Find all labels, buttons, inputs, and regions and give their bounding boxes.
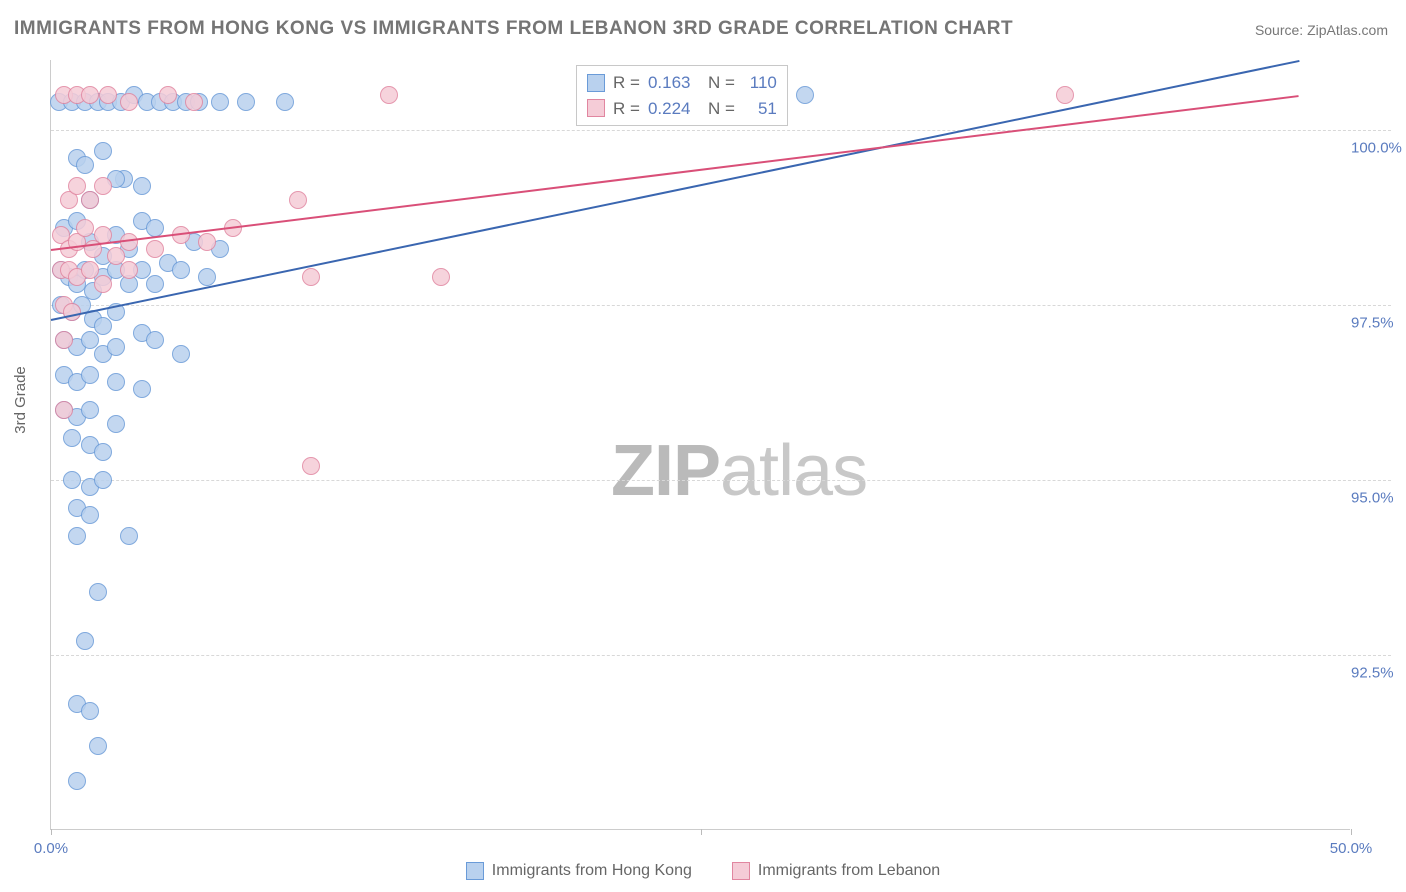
data-point-hk xyxy=(81,506,99,524)
x-tick-label: 0.0% xyxy=(34,840,68,857)
data-point-lb xyxy=(94,177,112,195)
stat-r-value: 0.224 xyxy=(648,96,700,122)
data-point-hk xyxy=(68,772,86,790)
data-point-hk xyxy=(211,93,229,111)
bottom-legend: Immigrants from Hong Kong Immigrants from… xyxy=(0,862,1406,880)
data-point-lb xyxy=(289,191,307,209)
data-point-lb xyxy=(146,240,164,258)
data-point-hk xyxy=(237,93,255,111)
scatter-plot: ZIPatlas R =0.163N =110R =0.224N =51 92.… xyxy=(50,60,1350,830)
watermark-rest: atlas xyxy=(720,431,867,511)
data-point-lb xyxy=(159,86,177,104)
data-point-hk xyxy=(94,317,112,335)
y-tick-label: 100.0% xyxy=(1351,140,1406,157)
data-point-lb xyxy=(1056,86,1074,104)
legend-item-lb: Immigrants from Lebanon xyxy=(732,862,940,880)
data-point-lb xyxy=(185,93,203,111)
data-point-lb xyxy=(76,219,94,237)
data-point-hk xyxy=(63,429,81,447)
y-tick-label: 95.0% xyxy=(1351,490,1406,507)
gridline xyxy=(51,480,1391,481)
legend-swatch-lb xyxy=(587,99,605,117)
data-point-hk xyxy=(76,156,94,174)
data-point-hk xyxy=(198,268,216,286)
data-point-hk xyxy=(276,93,294,111)
x-tick-mark xyxy=(51,829,52,835)
stats-legend-box: R = 0.163 N = 110 R = 0.224 N = 51 xyxy=(576,65,788,126)
data-point-hk xyxy=(133,380,151,398)
data-point-hk xyxy=(796,86,814,104)
data-point-lb xyxy=(302,457,320,475)
data-point-hk xyxy=(81,366,99,384)
data-point-hk xyxy=(107,338,125,356)
x-tick-mark xyxy=(701,829,702,835)
data-point-hk xyxy=(89,583,107,601)
data-point-lb xyxy=(198,233,216,251)
data-point-hk xyxy=(76,632,94,650)
data-point-lb xyxy=(120,93,138,111)
data-point-lb xyxy=(302,268,320,286)
data-point-hk xyxy=(107,373,125,391)
y-axis-label: 3rd Grade xyxy=(12,366,29,434)
chart-title: IMMIGRANTS FROM HONG KONG VS IMMIGRANTS … xyxy=(14,18,1013,40)
stat-r-label: R = xyxy=(613,70,640,96)
data-point-hk xyxy=(94,142,112,160)
legend-swatch-lb xyxy=(732,862,750,880)
y-tick-label: 92.5% xyxy=(1351,665,1406,682)
legend-swatch-hk xyxy=(587,74,605,92)
gridline xyxy=(51,655,1391,656)
data-point-hk xyxy=(63,471,81,489)
data-point-hk xyxy=(81,401,99,419)
y-tick-label: 97.5% xyxy=(1351,315,1406,332)
data-point-hk xyxy=(120,527,138,545)
data-point-lb xyxy=(81,191,99,209)
x-tick-mark xyxy=(1351,829,1352,835)
stat-n-label: N = xyxy=(708,70,735,96)
stat-r-value: 0.163 xyxy=(648,70,700,96)
data-point-hk xyxy=(94,471,112,489)
legend-swatch-hk xyxy=(466,862,484,880)
stat-n-value: 110 xyxy=(743,70,777,96)
data-point-lb xyxy=(94,275,112,293)
data-point-lb xyxy=(120,261,138,279)
data-point-lb xyxy=(432,268,450,286)
data-point-lb xyxy=(55,331,73,349)
x-tick-label: 50.0% xyxy=(1330,840,1373,857)
data-point-hk xyxy=(107,415,125,433)
data-point-lb xyxy=(63,303,81,321)
data-point-hk xyxy=(89,737,107,755)
legend-label: Immigrants from Lebanon xyxy=(758,862,940,880)
stat-n-value: 51 xyxy=(743,96,777,122)
watermark-bold: ZIP xyxy=(611,431,720,511)
data-point-hk xyxy=(81,702,99,720)
data-point-lb xyxy=(99,86,117,104)
stat-row-lb: R = 0.224 N = 51 xyxy=(587,96,777,122)
stat-r-label: R = xyxy=(613,96,640,122)
gridline xyxy=(51,305,1391,306)
data-point-hk xyxy=(146,331,164,349)
data-point-lb xyxy=(380,86,398,104)
data-point-lb xyxy=(81,86,99,104)
stat-row-hk: R = 0.163 N = 110 xyxy=(587,70,777,96)
data-point-hk xyxy=(68,527,86,545)
legend-item-hk: Immigrants from Hong Kong xyxy=(466,862,692,880)
data-point-hk xyxy=(146,275,164,293)
data-point-hk xyxy=(94,443,112,461)
watermark: ZIPatlas xyxy=(611,430,867,512)
data-point-lb xyxy=(55,401,73,419)
data-point-hk xyxy=(133,177,151,195)
data-point-hk xyxy=(172,261,190,279)
gridline xyxy=(51,130,1391,131)
legend-label: Immigrants from Hong Kong xyxy=(492,862,692,880)
source-label: Source: ZipAtlas.com xyxy=(1255,22,1388,38)
stat-n-label: N = xyxy=(708,96,735,122)
data-point-hk xyxy=(172,345,190,363)
